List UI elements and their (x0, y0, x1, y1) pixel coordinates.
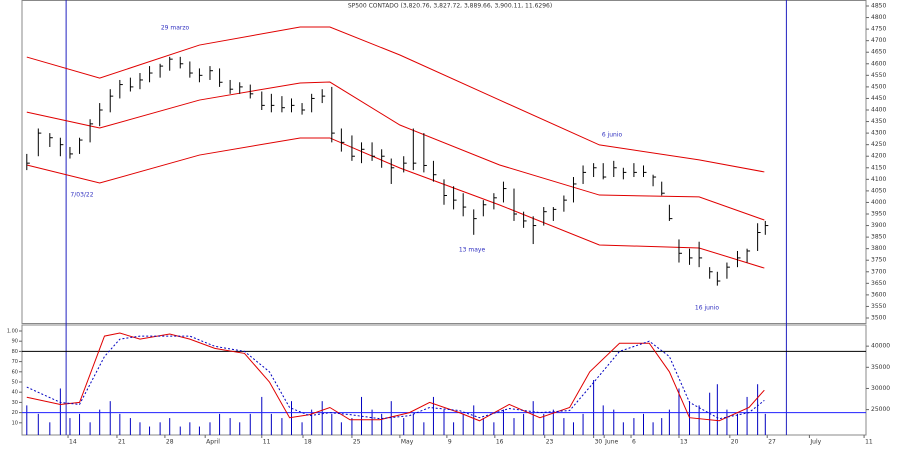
y-tick-label: 3950 (871, 211, 886, 218)
y-tick-label: 4050 (871, 187, 886, 194)
y-tick-label: 3550 (871, 303, 886, 310)
y2-tick-label: 25000 (871, 406, 890, 413)
y-tick-label: 3600 (871, 291, 886, 298)
y-tick-label: 3650 (871, 280, 886, 287)
y-tick-label: 4650 (871, 49, 886, 56)
y-tick-label: 4400 (871, 107, 886, 114)
y2-tick-label: 30000 (871, 385, 890, 392)
x-tick-label: 11 (865, 439, 873, 446)
y-tick-label: 4450 (871, 95, 886, 102)
y-tick-label: 40 (12, 390, 18, 396)
y-tick-label: 4700 (871, 37, 886, 44)
annotation: 16 junio (695, 305, 719, 312)
y-tick-label: 20 (12, 410, 18, 416)
annotation: 29 marzo (161, 25, 190, 32)
annotation: 6 junio (602, 132, 623, 139)
x-tick-label: 9 (448, 439, 452, 446)
y-tick-label: 1.00 (7, 329, 18, 335)
x-tick-label: May (401, 439, 414, 446)
y-tick-label: 4750 (871, 26, 886, 33)
envelope-band (26, 26, 765, 173)
y-tick-label: 4500 (871, 83, 886, 90)
y-tick-label: 4100 (871, 176, 886, 183)
y-tick-label: 4150 (871, 164, 886, 171)
y-tick-label: 70 (12, 359, 18, 365)
y-tick-label: 50 (12, 380, 18, 386)
y-tick-label: 3800 (871, 245, 886, 252)
y-tick-label: 4850 (871, 3, 886, 10)
x-tick-label: 25 (353, 439, 361, 446)
x-tick-label: June (604, 439, 618, 446)
y-tick-label: 4800 (871, 14, 886, 21)
y-tick-label: 3500 (871, 315, 886, 322)
x-tick-label: 11 (263, 439, 271, 446)
x-tick-label: 27 (768, 439, 776, 446)
x-tick-label: 6 (632, 439, 636, 446)
y-tick-label: 3750 (871, 257, 886, 264)
x-tick-label: 30 (595, 439, 603, 446)
x-tick-label: July (809, 439, 821, 446)
y-tick-label: 4200 (871, 153, 886, 160)
y-tick-label: 4300 (871, 130, 886, 137)
stochastic-line (26, 332, 765, 422)
envelope-band (26, 137, 765, 269)
x-tick-label: 14 (69, 439, 77, 446)
y-tick-label: 10 (12, 420, 18, 426)
y-tick-label: 4000 (871, 199, 886, 206)
y-tick-label: 90 (12, 339, 18, 345)
y-tick-label: 3700 (871, 268, 886, 275)
y2-tick-label: 35000 (871, 364, 890, 371)
y-tick-label: 30 (12, 400, 18, 406)
y-tick-label: 4250 (871, 141, 886, 148)
chart-title: SP500 CONTADO (3,820.76, 3,827.72, 3,889… (348, 3, 552, 10)
annotation: 7/03/22 (70, 192, 93, 199)
x-tick-label: April (206, 439, 220, 446)
y-tick-label: 4600 (871, 60, 886, 67)
x-tick-label: 18 (304, 439, 312, 446)
x-tick-label: 23 (546, 439, 554, 446)
y-tick-label: 80 (12, 349, 18, 355)
y-tick-label: 3900 (871, 222, 886, 229)
x-tick-label: 28 (166, 439, 174, 446)
annotation: 13 maye (459, 247, 486, 254)
price-panel (21, 0, 867, 324)
envelope-band (26, 81, 765, 221)
x-tick-label: 13 (680, 439, 688, 446)
y-tick-label: 60 (12, 369, 18, 375)
x-tick-label: 21 (118, 439, 126, 446)
y-tick-label: 3850 (871, 234, 886, 241)
y-tick-label: 4350 (871, 118, 886, 125)
y2-tick-label: 40000 (871, 343, 890, 350)
y-tick-label: 4550 (871, 72, 886, 79)
x-tick-label: 16 (496, 439, 504, 446)
x-tick-label: 20 (731, 439, 739, 446)
stochastic-line (26, 335, 765, 420)
